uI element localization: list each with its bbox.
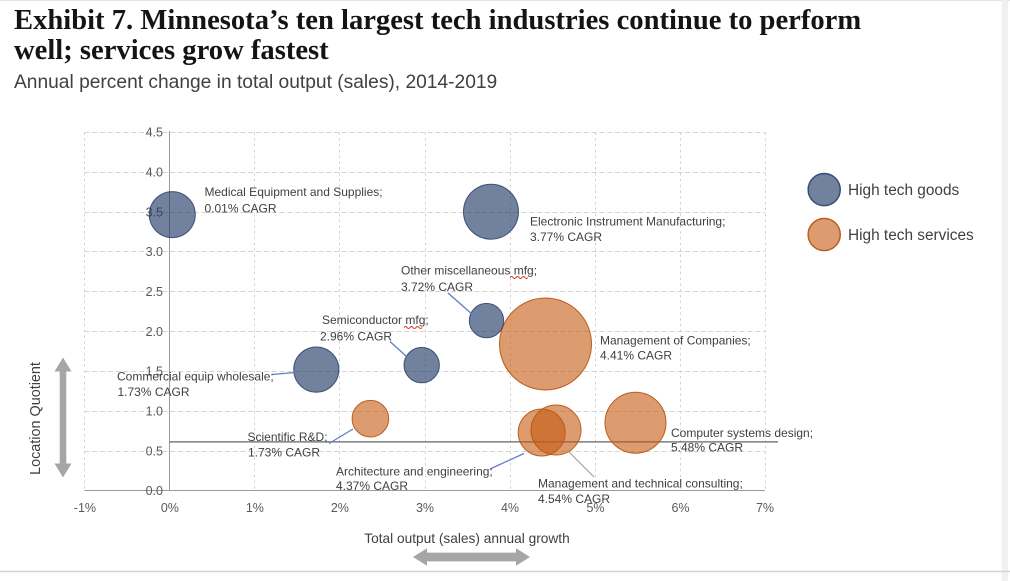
svg-text:1.5: 1.5 [146, 365, 163, 379]
svg-text:5.48% CAGR: 5.48% CAGR [671, 441, 743, 455]
svg-text:Computer systems design;: Computer systems design; [671, 426, 813, 440]
svg-text:0%: 0% [161, 501, 179, 515]
svg-text:Semiconductor mfg;: Semiconductor mfg; [322, 313, 429, 327]
svg-text:High tech goods: High tech goods [848, 182, 960, 199]
svg-text:Location Quotient: Location Quotient [28, 362, 44, 475]
svg-text:Total output (sales) annual gr: Total output (sales) annual growth [364, 531, 569, 546]
svg-text:Architecture and engineering;: Architecture and engineering; [336, 465, 493, 479]
svg-text:Annual percent change in total: Annual percent change in total output (s… [14, 72, 497, 93]
svg-text:1.0: 1.0 [146, 405, 163, 419]
svg-text:4.5: 4.5 [146, 126, 163, 140]
svg-text:Commercial equip wholesale;: Commercial equip wholesale; [117, 370, 274, 384]
svg-text:1.73% CAGR: 1.73% CAGR [248, 446, 320, 460]
svg-text:1.73% CAGR: 1.73% CAGR [118, 385, 190, 399]
svg-text:3.0: 3.0 [146, 245, 163, 259]
svg-text:well; services grow fastest: well; services grow fastest [14, 35, 329, 66]
svg-text:3%: 3% [416, 501, 434, 515]
svg-text:4.41% CAGR: 4.41% CAGR [600, 349, 672, 363]
svg-text:High tech services: High tech services [848, 227, 974, 244]
svg-text:3.77% CAGR: 3.77% CAGR [530, 230, 602, 244]
svg-text:4%: 4% [501, 501, 519, 515]
svg-text:1%: 1% [246, 501, 264, 515]
svg-text:Scientific R&D;: Scientific R&D; [248, 430, 328, 444]
svg-text:Exhibit 7. Minnesota’s ten lar: Exhibit 7. Minnesota’s ten largest tech … [14, 5, 861, 36]
svg-text:0.5: 0.5 [146, 444, 163, 458]
svg-text:2.0: 2.0 [146, 325, 163, 339]
svg-text:Management and technical consu: Management and technical consulting; [538, 477, 743, 491]
svg-text:4.0: 4.0 [146, 165, 163, 179]
svg-text:2%: 2% [331, 501, 349, 515]
svg-text:7%: 7% [756, 501, 774, 515]
svg-text:4.54% CAGR: 4.54% CAGR [538, 492, 610, 506]
svg-text:5%: 5% [586, 501, 604, 515]
svg-text:Other miscellaneous mfg;: Other miscellaneous mfg; [401, 264, 537, 278]
svg-text:4.37% CAGR: 4.37% CAGR [336, 479, 408, 493]
svg-text:Medical Equipment and Supplies: Medical Equipment and Supplies; [205, 185, 383, 199]
svg-text:Management of Companies;: Management of Companies; [600, 334, 751, 348]
svg-text:6%: 6% [671, 501, 689, 515]
svg-text:3.72% CAGR: 3.72% CAGR [401, 280, 473, 294]
svg-text:0.0: 0.0 [146, 484, 163, 498]
svg-text:-1%: -1% [74, 501, 96, 515]
svg-text:2.5: 2.5 [146, 285, 163, 299]
svg-text:0.01% CAGR: 0.01% CAGR [205, 202, 277, 216]
svg-text:Electronic Instrument Manufact: Electronic Instrument Manufacturing; [530, 215, 725, 229]
svg-text:2.96% CAGR: 2.96% CAGR [320, 330, 392, 344]
